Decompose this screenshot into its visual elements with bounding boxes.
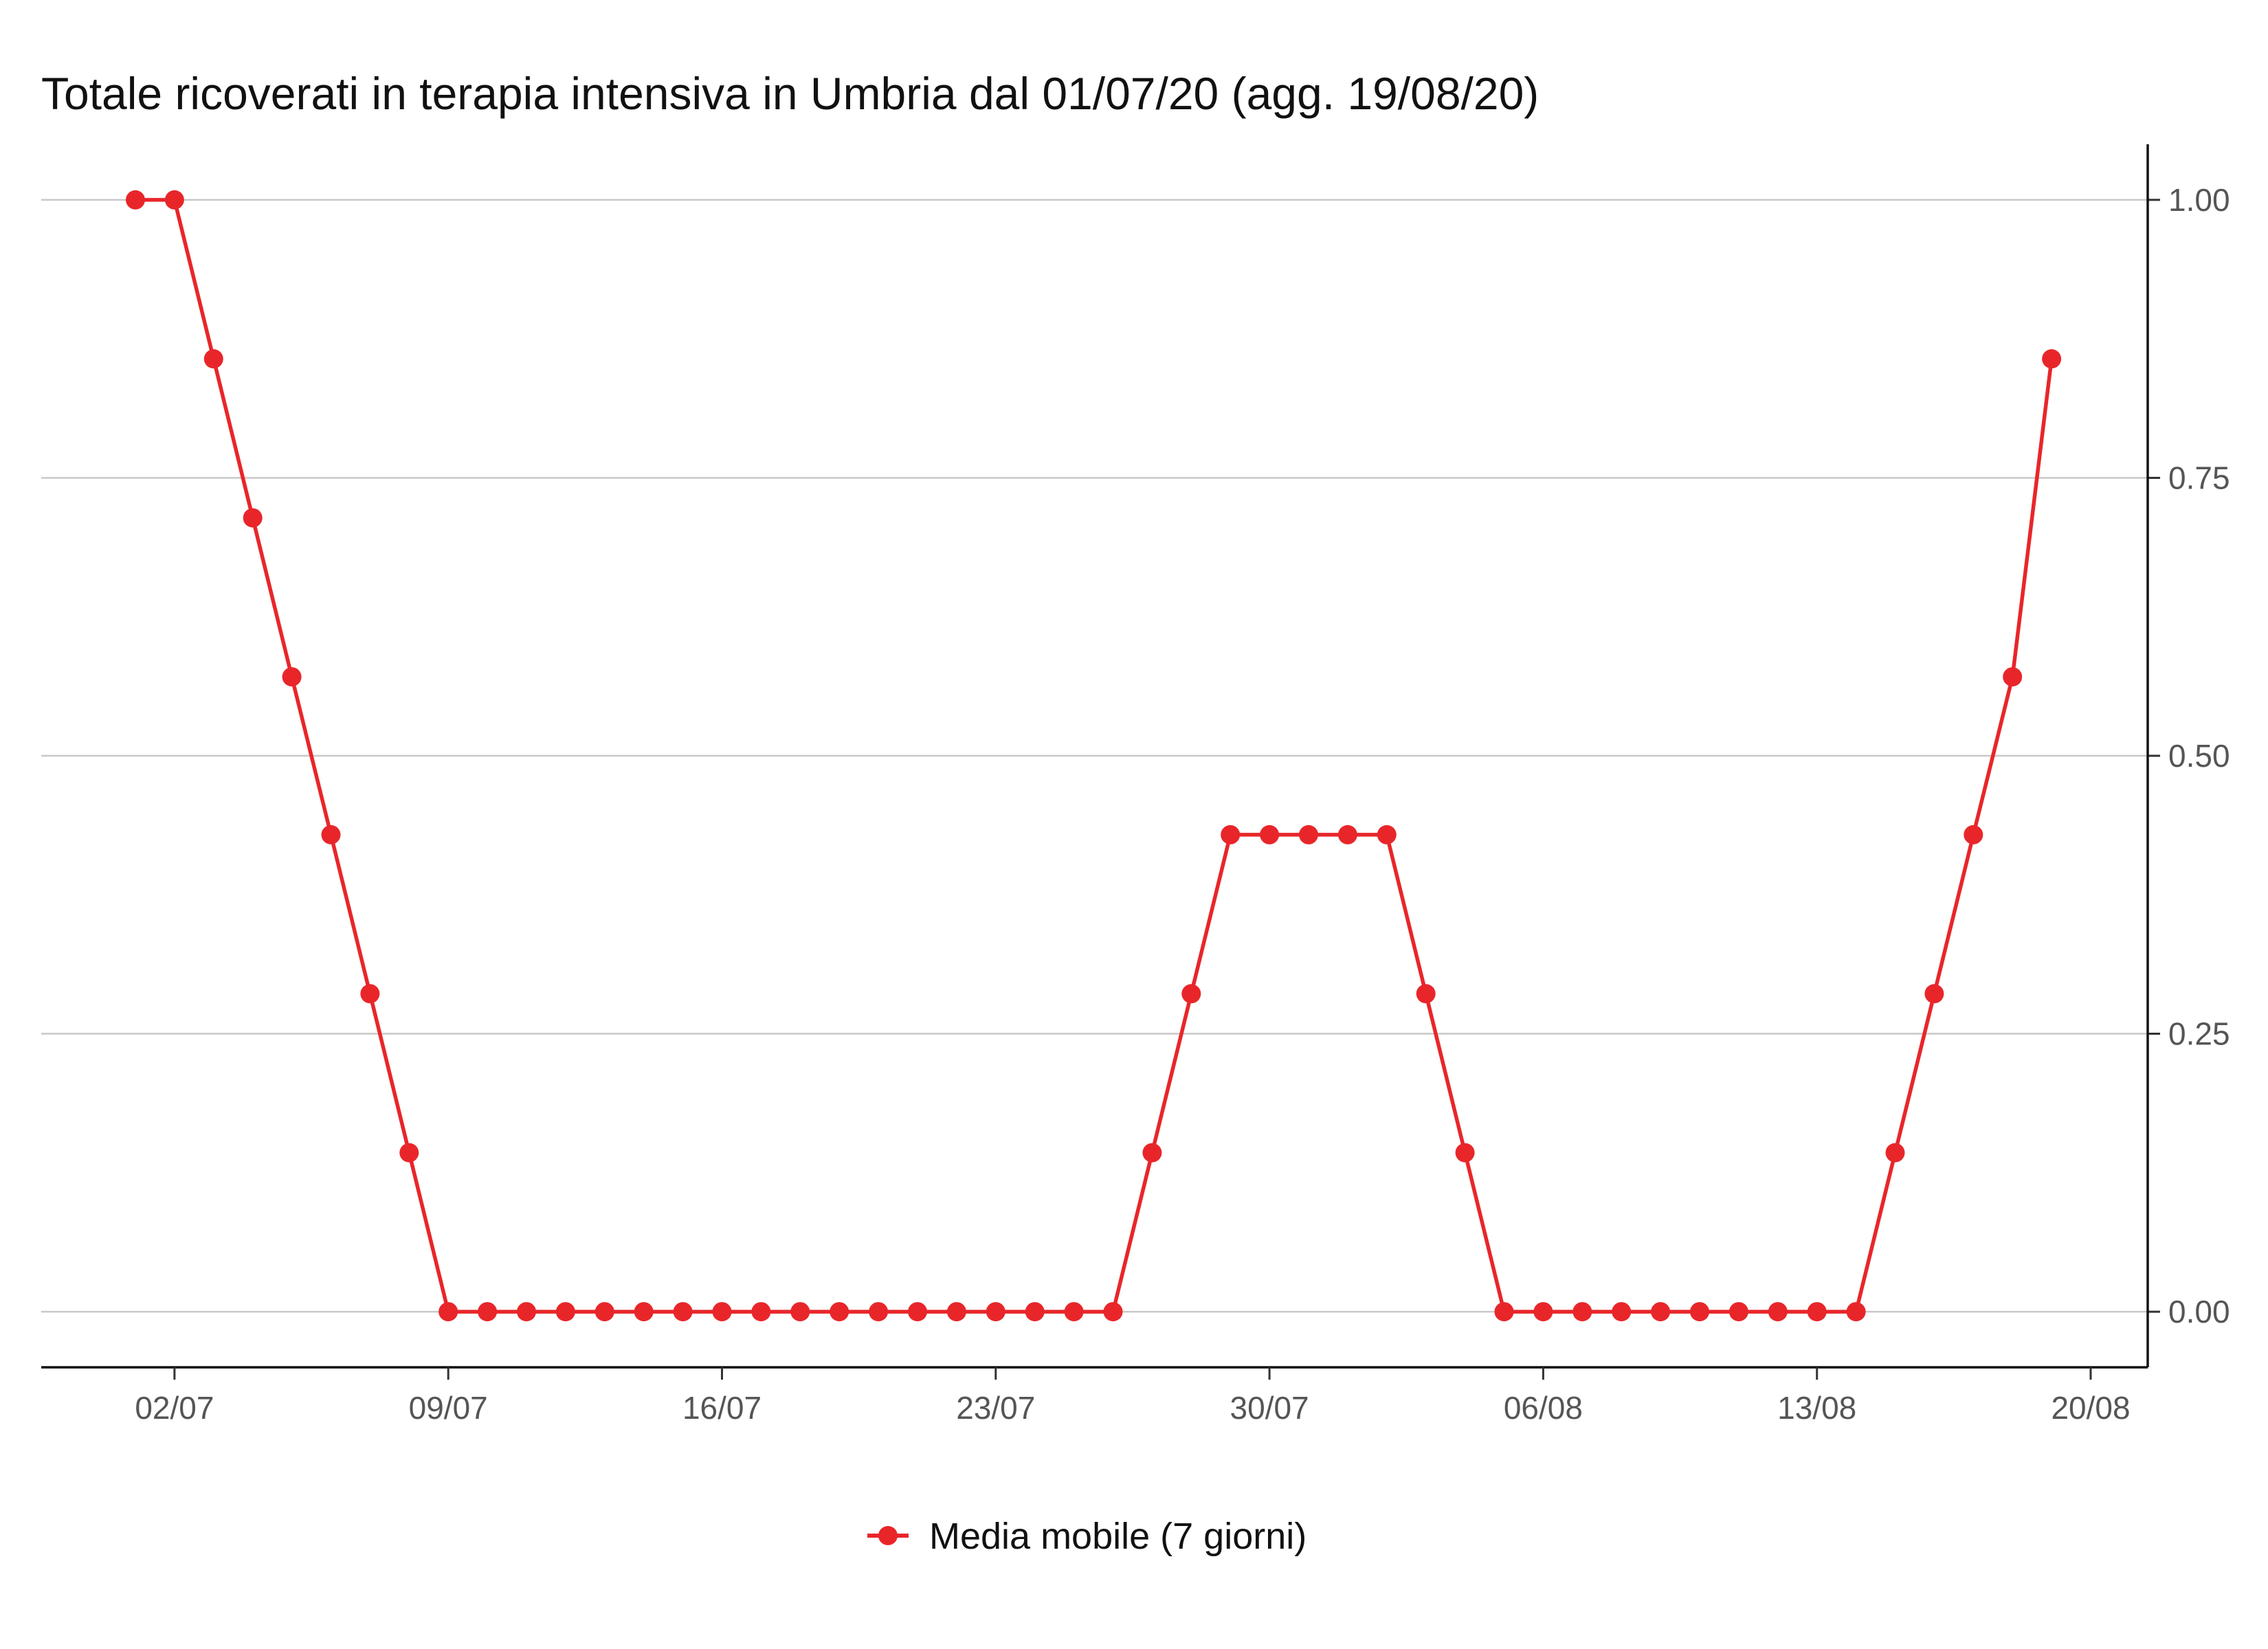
data-point bbox=[1728, 1302, 1748, 1322]
data-point bbox=[203, 349, 223, 369]
data-point bbox=[1377, 824, 1397, 844]
y-tick-label: 1.00 bbox=[2168, 182, 2230, 218]
data-point bbox=[673, 1302, 693, 1322]
data-point bbox=[555, 1302, 575, 1322]
data-point bbox=[712, 1302, 732, 1322]
axes: 0.00 0.25 0.50 0.75 1.00 02/07 09/07 16/07 23/07… bbox=[41, 144, 2230, 1426]
data-point bbox=[126, 190, 145, 210]
data-point bbox=[399, 1143, 419, 1163]
data-point bbox=[478, 1302, 498, 1322]
data-point bbox=[594, 1302, 614, 1322]
data-point bbox=[634, 1302, 654, 1322]
data-point bbox=[1142, 1143, 1162, 1163]
y-tick-label: 0.75 bbox=[2168, 460, 2230, 495]
data-point bbox=[1221, 824, 1241, 844]
y-tick-label: 0.50 bbox=[2168, 738, 2230, 774]
data-point bbox=[869, 1302, 889, 1322]
data-point bbox=[1533, 1302, 1553, 1322]
data-point bbox=[1181, 984, 1201, 1004]
x-tick-label: 16/07 bbox=[682, 1390, 761, 1426]
data-point bbox=[1299, 824, 1318, 844]
data-point bbox=[1768, 1302, 1788, 1322]
legend: Media mobile (7 giorni) bbox=[867, 1516, 1307, 1557]
data-point bbox=[1651, 1302, 1671, 1322]
data-point bbox=[321, 824, 341, 844]
data-point bbox=[1103, 1302, 1123, 1322]
chart-title: Totale ricoverati in terapia intensiva i… bbox=[41, 68, 1539, 119]
data-point bbox=[1690, 1302, 1709, 1322]
data-point bbox=[438, 1302, 458, 1322]
x-tick-label: 09/07 bbox=[409, 1390, 488, 1426]
legend-marker bbox=[878, 1526, 898, 1545]
data-point bbox=[1964, 824, 1983, 844]
x-tick-label: 30/07 bbox=[1230, 1390, 1309, 1426]
y-tick-label: 0.00 bbox=[2168, 1294, 2230, 1330]
data-point bbox=[986, 1302, 1005, 1322]
x-tick-label: 20/08 bbox=[2051, 1390, 2130, 1426]
x-tick-label: 02/07 bbox=[135, 1390, 214, 1426]
data-point bbox=[830, 1302, 849, 1322]
data-point bbox=[1612, 1302, 1632, 1322]
data-point bbox=[1260, 824, 1280, 844]
data-point bbox=[517, 1302, 536, 1322]
data-point bbox=[2003, 667, 2023, 687]
data-point bbox=[243, 508, 263, 528]
y-tick-label: 0.25 bbox=[2168, 1016, 2230, 1052]
data-point bbox=[282, 667, 302, 687]
data-point bbox=[1337, 824, 1357, 844]
data-point bbox=[1846, 1302, 1866, 1322]
data-point bbox=[164, 190, 184, 210]
series-layer bbox=[126, 190, 2062, 1322]
x-tick-label: 13/08 bbox=[1777, 1390, 1856, 1426]
data-point bbox=[1494, 1302, 1514, 1322]
data-point bbox=[1416, 984, 1436, 1004]
data-point bbox=[908, 1302, 927, 1322]
data-point bbox=[790, 1302, 810, 1322]
gridlines bbox=[41, 199, 2148, 1313]
legend-label: Media mobile (7 giorni) bbox=[929, 1516, 1307, 1557]
data-point bbox=[360, 984, 380, 1004]
data-point bbox=[1064, 1302, 1084, 1322]
x-tick-label: 06/08 bbox=[1504, 1390, 1583, 1426]
data-point bbox=[1455, 1143, 1475, 1163]
data-point bbox=[751, 1302, 771, 1322]
data-point bbox=[1807, 1302, 1827, 1322]
x-tick-label: 23/07 bbox=[956, 1390, 1035, 1426]
data-point bbox=[946, 1302, 966, 1322]
data-point bbox=[1885, 1143, 1905, 1163]
data-point bbox=[1924, 984, 1944, 1004]
data-point bbox=[1572, 1302, 1592, 1322]
data-point bbox=[2042, 349, 2062, 369]
data-point bbox=[1025, 1302, 1045, 1322]
